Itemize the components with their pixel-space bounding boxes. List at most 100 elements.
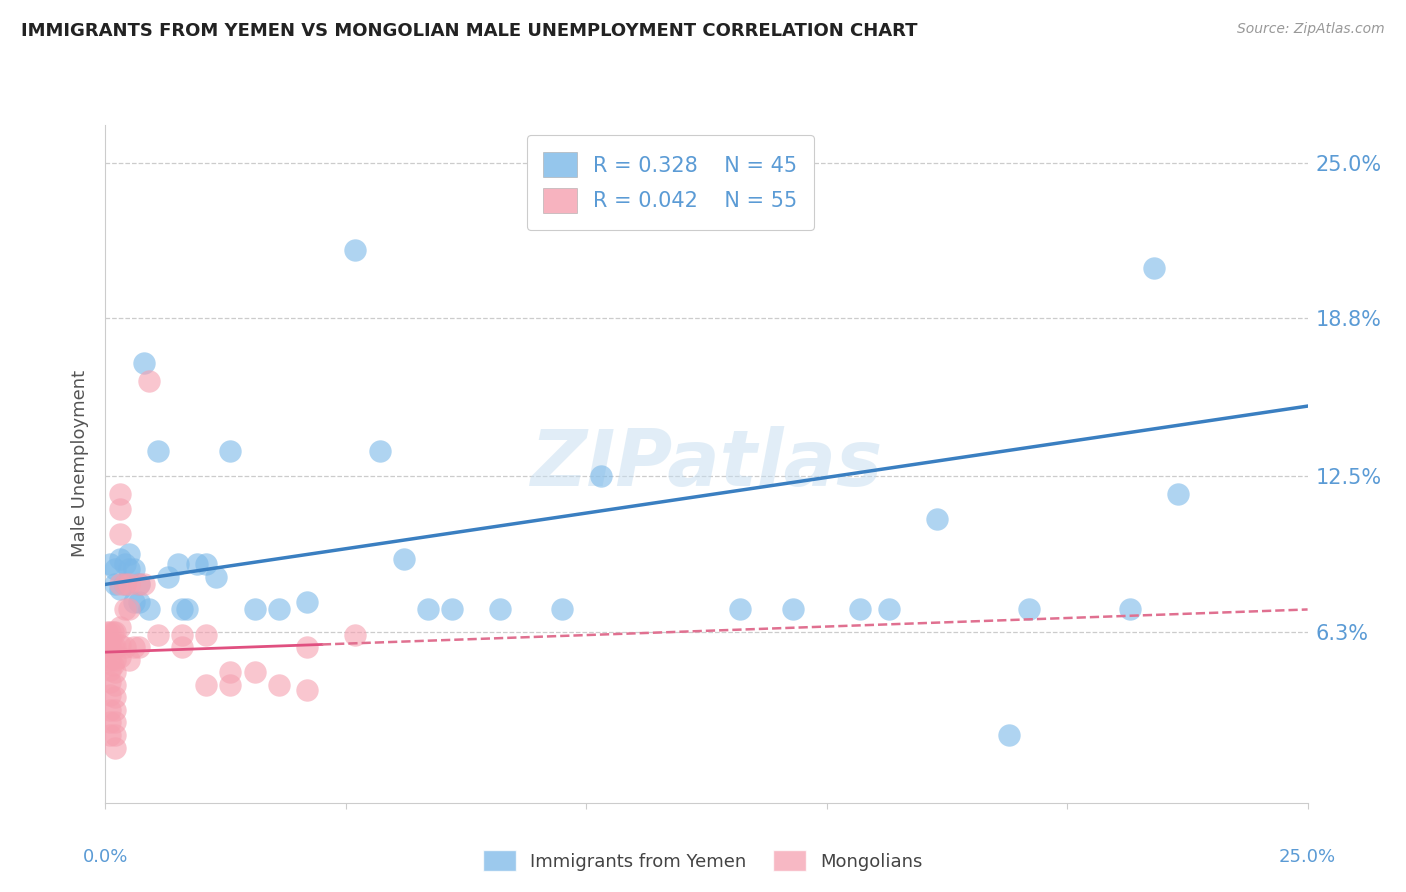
Point: [96, 625, 118, 640]
Point: [97, 632, 120, 647]
Point: [104, 690, 127, 705]
Point: [98, 638, 121, 652]
Point: [488, 602, 510, 616]
Point: [114, 602, 136, 616]
Point: [98, 728, 121, 742]
Point: [114, 558, 136, 572]
Point: [124, 562, 146, 576]
Point: [118, 602, 141, 616]
Point: [267, 602, 290, 616]
Point: [97, 645, 120, 659]
Point: [108, 650, 131, 665]
Text: 25.0%: 25.0%: [1279, 848, 1336, 866]
Point: [1018, 602, 1040, 616]
Point: [104, 577, 127, 591]
Point: [1118, 602, 1140, 616]
Point: [118, 547, 141, 561]
Point: [551, 602, 574, 616]
Point: [101, 625, 124, 640]
Point: [172, 640, 194, 654]
Legend: Immigrants from Yemen, Mongolians: Immigrants from Yemen, Mongolians: [477, 843, 929, 879]
Point: [392, 552, 415, 566]
Point: [108, 527, 131, 541]
Point: [267, 678, 290, 692]
Point: [416, 602, 439, 616]
Point: [219, 678, 242, 692]
Point: [205, 570, 228, 584]
Point: [243, 602, 266, 616]
Point: [101, 640, 124, 654]
Point: [219, 444, 242, 458]
Point: [118, 562, 141, 576]
Point: [108, 582, 131, 597]
Point: [98, 675, 121, 690]
Point: [138, 374, 160, 388]
Point: [98, 625, 121, 640]
Point: [101, 657, 124, 672]
Text: 0.0%: 0.0%: [83, 848, 128, 866]
Point: [297, 595, 319, 609]
Point: [368, 444, 391, 458]
Point: [104, 665, 127, 680]
Point: [108, 638, 131, 652]
Point: [98, 653, 121, 667]
Point: [104, 653, 127, 667]
Text: IMMIGRANTS FROM YEMEN VS MONGOLIAN MALE UNEMPLOYMENT CORRELATION CHART: IMMIGRANTS FROM YEMEN VS MONGOLIAN MALE …: [21, 22, 918, 40]
Point: [114, 577, 136, 591]
Point: [128, 577, 150, 591]
Point: [589, 469, 612, 483]
Point: [297, 682, 319, 697]
Point: [877, 602, 900, 616]
Point: [186, 558, 208, 572]
Point: [98, 688, 121, 702]
Point: [128, 595, 150, 609]
Point: [108, 502, 131, 516]
Point: [98, 558, 121, 572]
Point: [148, 627, 170, 641]
Point: [114, 640, 136, 654]
Point: [132, 577, 155, 591]
Point: [104, 728, 127, 742]
Y-axis label: Male Unemployment: Male Unemployment: [72, 370, 90, 558]
Point: [195, 558, 218, 572]
Point: [344, 244, 367, 258]
Point: [104, 703, 127, 717]
Point: [166, 558, 188, 572]
Point: [132, 356, 155, 370]
Point: [148, 444, 170, 458]
Point: [104, 678, 127, 692]
Legend: R = 0.328    N = 45, R = 0.042    N = 55: R = 0.328 N = 45, R = 0.042 N = 55: [527, 136, 814, 230]
Point: [927, 512, 949, 526]
Point: [114, 577, 136, 591]
Point: [728, 602, 751, 616]
Point: [1167, 487, 1189, 501]
Point: [195, 627, 218, 641]
Point: [108, 487, 131, 501]
Point: [104, 640, 127, 654]
Point: [440, 602, 463, 616]
Point: [849, 602, 872, 616]
Point: [156, 570, 179, 584]
Point: [98, 663, 121, 677]
Point: [297, 640, 319, 654]
Point: [124, 595, 146, 609]
Point: [98, 703, 121, 717]
Point: [98, 715, 121, 730]
Point: [108, 552, 131, 566]
Text: Source: ZipAtlas.com: Source: ZipAtlas.com: [1237, 22, 1385, 37]
Point: [782, 602, 804, 616]
Point: [138, 602, 160, 616]
Point: [195, 678, 218, 692]
Point: [104, 740, 127, 755]
Point: [124, 640, 146, 654]
Point: [1143, 260, 1166, 275]
Point: [243, 665, 266, 680]
Point: [104, 715, 127, 730]
Point: [128, 640, 150, 654]
Point: [108, 577, 131, 591]
Point: [104, 562, 127, 576]
Point: [219, 665, 242, 680]
Point: [118, 577, 141, 591]
Point: [108, 620, 131, 634]
Text: ZIPatlas: ZIPatlas: [530, 425, 883, 502]
